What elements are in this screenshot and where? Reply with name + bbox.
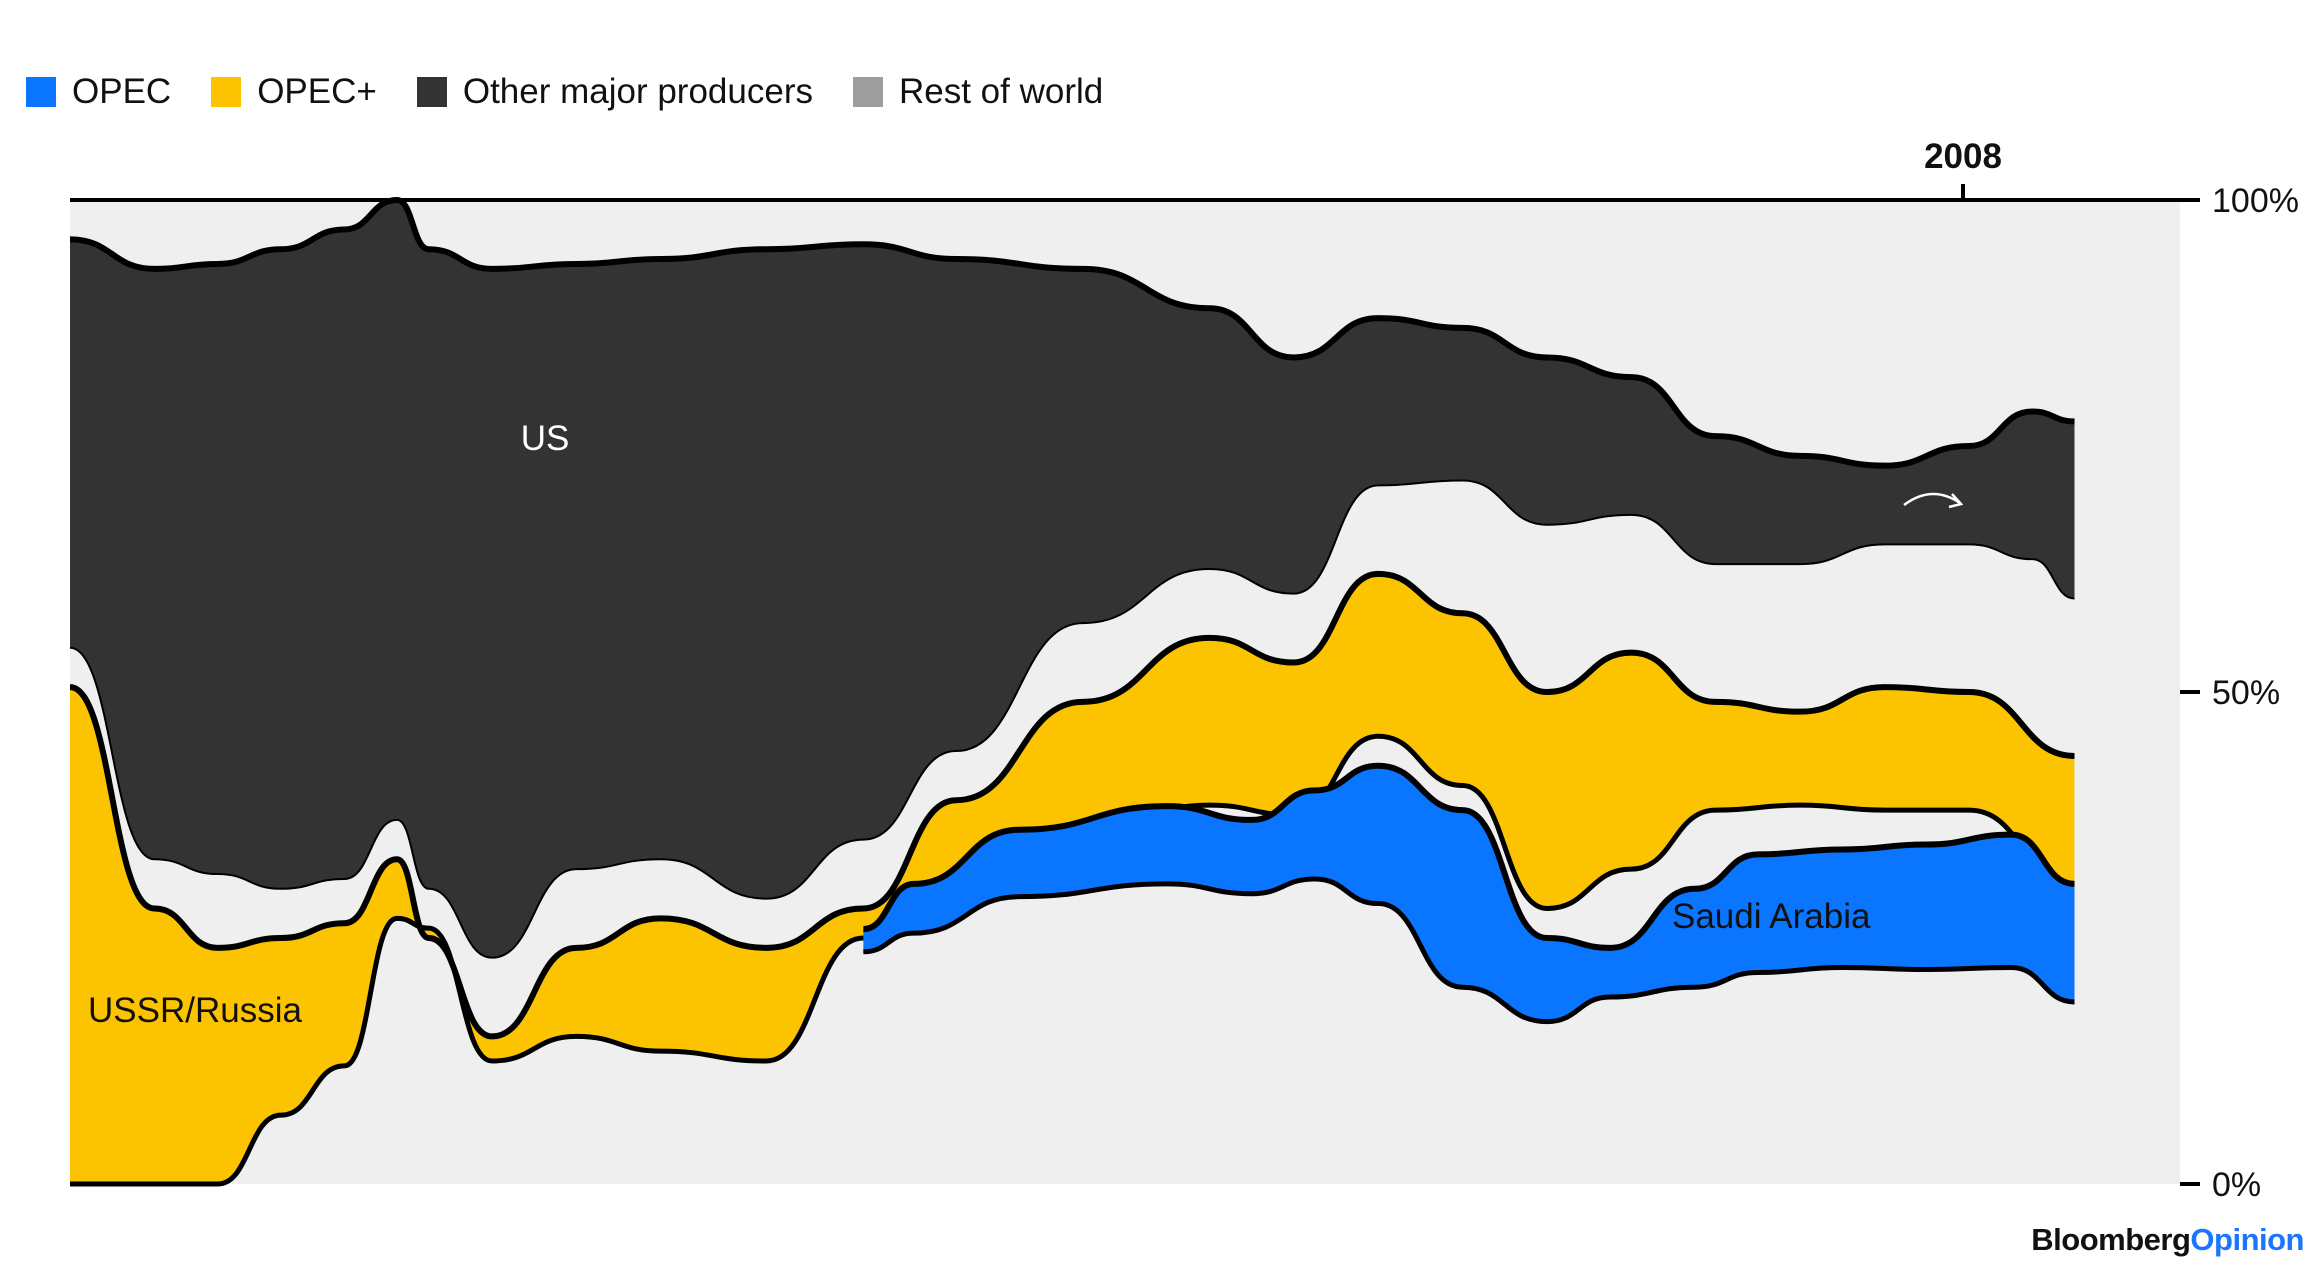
annotation-us: US bbox=[521, 419, 570, 458]
y-tick-label-0: 0% bbox=[2212, 1166, 2261, 1204]
legend-label-rest-of-world: Rest of world bbox=[898, 72, 1104, 111]
legend: OPEC OPEC+ Other major producers Rest of… bbox=[26, 72, 1143, 112]
opec-plus-band-top-outline bbox=[69, 570, 2075, 1040]
other-major-band-top-outline bbox=[69, 196, 2075, 469]
curved-arrow-icon bbox=[1903, 492, 1961, 507]
opec-band bbox=[863, 765, 2075, 1022]
legend-swatch-rest-of-world bbox=[852, 77, 883, 107]
other-major-band-bottom-outline bbox=[69, 479, 2075, 959]
axis-layer: 100% 50% 0% 2008 bbox=[70, 137, 2299, 1204]
legend-swatch-opec-plus bbox=[211, 77, 242, 107]
legend-item-opec-plus: OPEC+ bbox=[211, 72, 377, 112]
legend-label-other-major: Other major producers bbox=[462, 72, 813, 111]
highlight-year-label: 2008 bbox=[1924, 137, 2002, 176]
opec-plus-band bbox=[70, 573, 2075, 1184]
other-major-band bbox=[70, 200, 2075, 958]
legend-label-opec: OPEC bbox=[72, 72, 172, 111]
series-layer bbox=[69, 196, 2075, 1187]
legend-swatch-other-major bbox=[416, 77, 447, 107]
y-tick-label-100: 100% bbox=[2212, 182, 2299, 220]
legend-swatch-opec bbox=[26, 77, 56, 107]
bloomberg-opinion-logo: BloombergOpinion bbox=[2031, 1222, 2304, 1257]
opec-band-top-outline bbox=[862, 762, 2075, 951]
curved-arrow-head bbox=[1948, 493, 1964, 509]
opec-band-bottom-outline bbox=[863, 876, 2075, 1025]
y-tick-label-50: 50% bbox=[2212, 674, 2280, 712]
legend-label-opec-plus: OPEC+ bbox=[257, 72, 377, 111]
annotation-ussr-russia: USSR/Russia bbox=[88, 991, 302, 1030]
legend-item-rest-of-world: Rest of world bbox=[852, 72, 1104, 112]
annotation-saudi-arabia: Saudi Arabia bbox=[1672, 897, 1871, 936]
legend-item-opec: OPEC bbox=[26, 72, 171, 112]
label-layer: US USSR/Russia Saudi Arabia bbox=[88, 419, 1964, 1030]
legend-item-other-major: Other major producers bbox=[416, 72, 813, 112]
